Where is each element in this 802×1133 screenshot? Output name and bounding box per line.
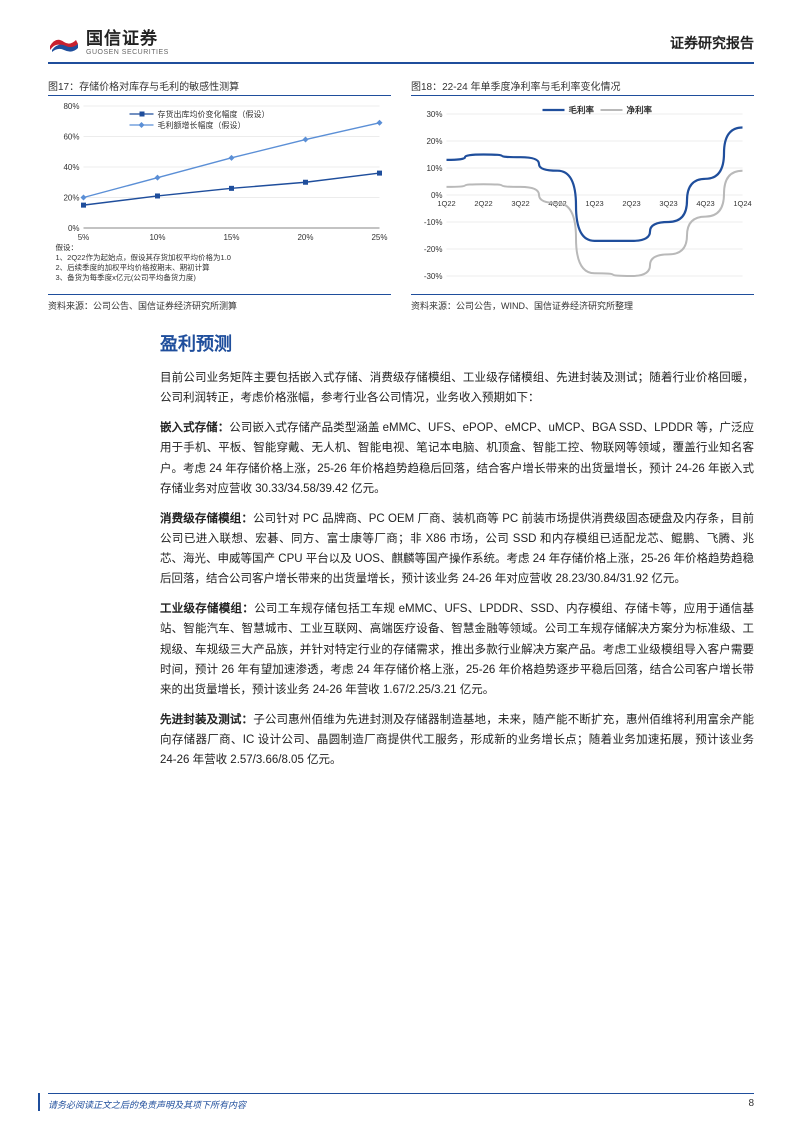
para-consumer: 消费级存储模组：公司针对 PC 品牌商、PC OEM 厂商、装机商等 PC 前装… xyxy=(160,509,754,590)
svg-text:80%: 80% xyxy=(63,102,79,111)
page-header: 国信证券 GUOSEN SECURITIES 证券研究报告 xyxy=(48,30,754,64)
svg-text:1、2Q22作为起始点，假设其存货加权平均价格为1.0: 1、2Q22作为起始点，假设其存货加权平均价格为1.0 xyxy=(56,252,231,262)
svg-text:-30%: -30% xyxy=(424,272,443,281)
charts-row: 图17：存储价格对库存与毛利的敏感性测算 0% 20% 40% 60% 80% 5% 10%… xyxy=(48,78,754,312)
svg-text:15%: 15% xyxy=(223,233,239,242)
svg-text:1Q24: 1Q24 xyxy=(733,199,751,208)
chart18-box: -30%-20%-10%0%10%20%30%1Q222Q223Q224Q221… xyxy=(411,95,754,295)
svg-text:2、后续季度的加权平均价格按期末、期初计算: 2、后续季度的加权平均价格按期末、期初计算 xyxy=(56,262,211,272)
para-packaging: 先进封装及测试：子公司惠州佰维为先进封测及存储器制造基地，未来，随产能不断扩充，… xyxy=(160,710,754,770)
svg-text:1Q22: 1Q22 xyxy=(437,199,455,208)
svg-text:10%: 10% xyxy=(149,233,165,242)
logo: 国信证券 GUOSEN SECURITIES xyxy=(48,30,169,56)
svg-text:假设：: 假设： xyxy=(56,242,79,252)
svg-text:-10%: -10% xyxy=(424,218,443,227)
svg-text:0%: 0% xyxy=(68,224,80,233)
chart18-source: 资料来源：公司公告，WIND、国信证券经济研究所整理 xyxy=(411,299,754,312)
svg-text:30%: 30% xyxy=(426,110,442,119)
logo-text-en: GUOSEN SECURITIES xyxy=(86,49,169,56)
forecast-section: 盈利预测 目前公司业务矩阵主要包括嵌入式存储、消费级存储模组、工业级存储模组、先… xyxy=(160,330,754,770)
footer-disclaimer: 请务必阅读正文之后的免责声明及其项下所有内容 xyxy=(48,1098,246,1111)
section-title: 盈利预测 xyxy=(160,330,754,356)
chart17-column: 图17：存储价格对库存与毛利的敏感性测算 0% 20% 40% 60% 80% 5% 10%… xyxy=(48,78,391,312)
svg-text:60%: 60% xyxy=(63,133,79,142)
report-type: 证券研究报告 xyxy=(670,33,754,53)
page-footer: 请务必阅读正文之后的免责声明及其项下所有内容 8 xyxy=(48,1093,754,1111)
left-accent-bar xyxy=(38,1093,40,1111)
svg-text:3、备货为每季度x亿元(公司平均备货力度): 3、备货为每季度x亿元(公司平均备货力度) xyxy=(56,272,197,282)
svg-text:25%: 25% xyxy=(371,233,387,242)
svg-text:4Q23: 4Q23 xyxy=(696,199,714,208)
chart17-box: 0% 20% 40% 60% 80% 5% 10% 15% 20% 25% 存货出库均价变化幅度（假… xyxy=(48,95,391,295)
svg-text:40%: 40% xyxy=(63,163,79,172)
svg-text:2Q22: 2Q22 xyxy=(474,199,492,208)
page-number: 8 xyxy=(748,1098,754,1111)
svg-text:净利率: 净利率 xyxy=(627,105,653,115)
svg-text:20%: 20% xyxy=(297,233,313,242)
svg-text:20%: 20% xyxy=(63,194,79,203)
chart17-source: 资料来源：公司公告、国信证券经济研究所测算 xyxy=(48,299,391,312)
logo-text-cn: 国信证券 xyxy=(86,30,169,47)
chart17-svg: 0% 20% 40% 60% 80% 5% 10% 15% 20% 25% 存货出库均价变化幅度（假… xyxy=(48,100,391,290)
svg-text:10%: 10% xyxy=(426,164,442,173)
chart18-svg: -30%-20%-10%0%10%20%30%1Q222Q223Q224Q221… xyxy=(411,100,754,290)
svg-text:3Q22: 3Q22 xyxy=(511,199,529,208)
svg-text:-20%: -20% xyxy=(424,245,443,254)
svg-text:存货出库均价变化幅度（假设）: 存货出库均价变化幅度（假设） xyxy=(158,109,270,119)
para-industrial: 工业级存储模组：公司工车规存储包括工车规 eMMC、UFS、LPDDR、SSD、… xyxy=(160,599,754,700)
svg-text:2Q23: 2Q23 xyxy=(622,199,640,208)
chart18-column: 图18：22-24 年单季度净利率与毛利率变化情况 -30%-20%-10%0%… xyxy=(411,78,754,312)
guosen-logo-icon xyxy=(48,32,80,54)
svg-text:3Q23: 3Q23 xyxy=(659,199,677,208)
svg-text:毛利率: 毛利率 xyxy=(569,105,595,115)
para-embedded: 嵌入式存储：公司嵌入式存储产品类型涵盖 eMMC、UFS、ePOP、eMCP、u… xyxy=(160,418,754,499)
chart18-caption: 图18：22-24 年单季度净利率与毛利率变化情况 xyxy=(411,78,754,93)
svg-text:1Q23: 1Q23 xyxy=(585,199,603,208)
intro-para: 目前公司业务矩阵主要包括嵌入式存储、消费级存储模组、工业级存储模组、先进封装及测… xyxy=(160,368,754,408)
svg-text:5%: 5% xyxy=(78,233,90,242)
svg-text:毛利额增长幅度（假设）: 毛利额增长幅度（假设） xyxy=(158,120,246,130)
svg-text:20%: 20% xyxy=(426,137,442,146)
chart17-caption: 图17：存储价格对库存与毛利的敏感性测算 xyxy=(48,78,391,93)
